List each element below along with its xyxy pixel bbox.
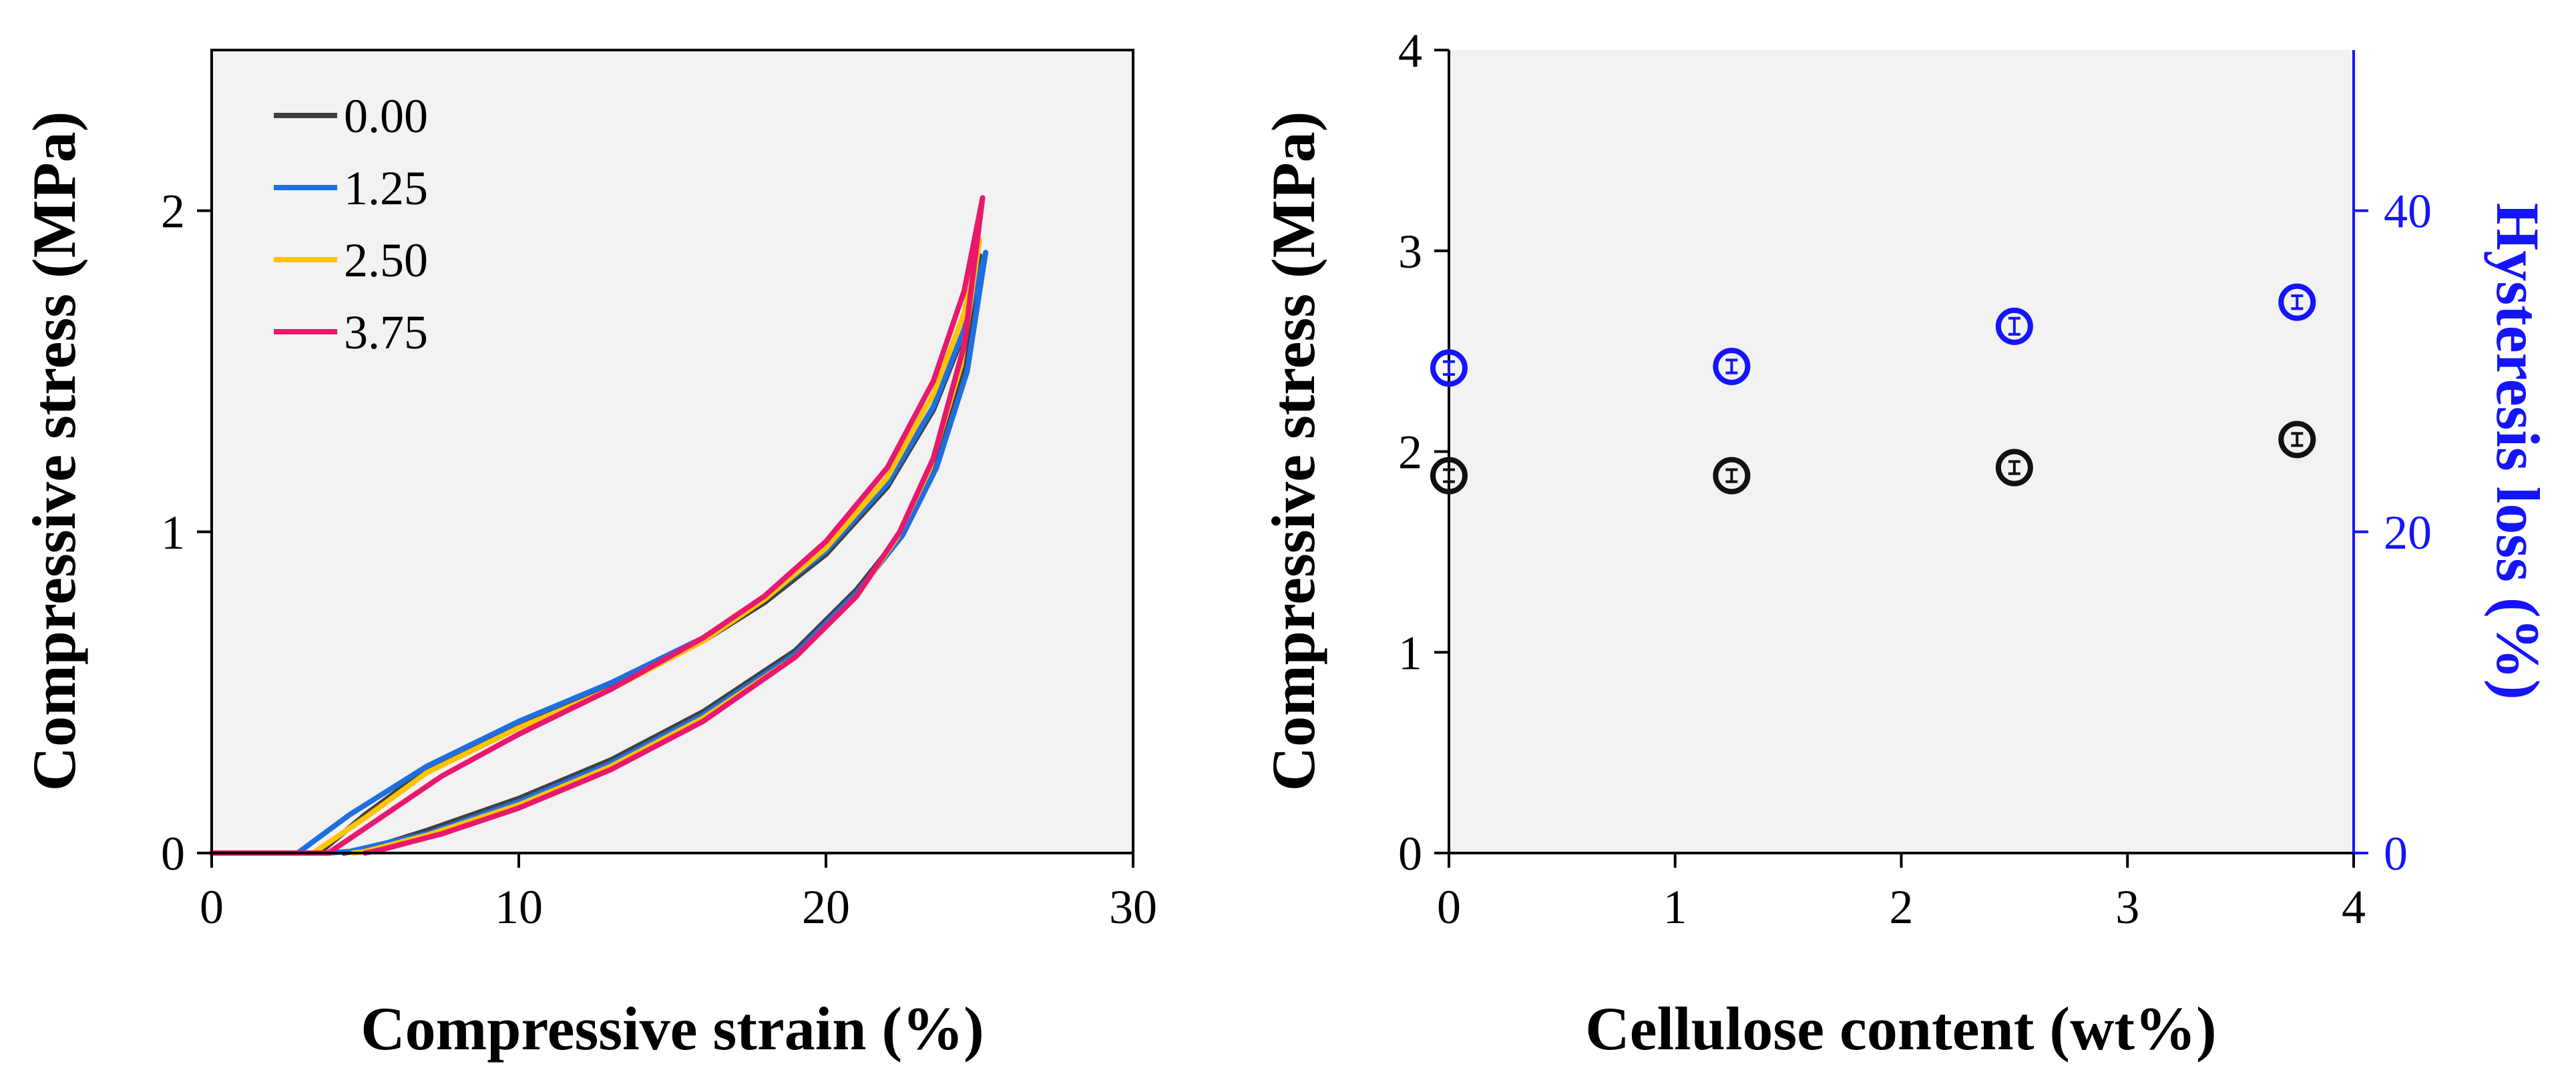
right-plot-area (1449, 50, 2354, 853)
right-y-tick-label: 0 (1398, 827, 1422, 880)
right-secondary-tick-label: 40 (2384, 185, 2432, 238)
right-y-tick-label: 2 (1398, 426, 1422, 479)
right-y-tick-label: 3 (1398, 225, 1422, 278)
stress-point (1713, 457, 1751, 495)
legend-label-3.75: 3.75 (344, 306, 428, 359)
stress-point (2278, 421, 2316, 459)
stress-strain-chart: 0 10 20 30 0 1 2 0.00 1.25 2.50 3.75 Compressive … (20, 49, 1157, 1063)
right-x-tick-label: 3 (2115, 880, 2139, 934)
right-x-tick-label: 2 (1890, 880, 1914, 934)
hysteresis-point (1995, 307, 2033, 345)
legend-label-1.25: 1.25 (344, 162, 428, 215)
right-y-tick-label: 4 (1398, 24, 1422, 77)
stress-point (1995, 449, 2033, 487)
right-y-tick-label: 1 (1398, 626, 1422, 679)
hysteresis-point (1430, 349, 1468, 387)
legend-label-2.50: 2.50 (344, 234, 428, 287)
right-secondary-tick-label: 0 (2384, 827, 2408, 880)
left-x-axis-title: Compressive strain (%) (361, 995, 984, 1063)
left-y-axis-title: Compressive stress (MPa) (20, 111, 88, 792)
right-secondary-tick-label: 20 (2384, 506, 2432, 559)
left-x-tick-label: 10 (495, 880, 543, 934)
left-y-tick-label: 1 (161, 506, 185, 559)
right-y-axis-title: Compressive stress (MPa) (1259, 111, 1327, 792)
series-1.25-curve (209, 250, 989, 856)
series-3.75-curve (209, 195, 986, 856)
legend-label-0.00: 0.00 (344, 89, 428, 143)
right-x-tick-label: 1 (1663, 880, 1687, 934)
marker-circle (2278, 421, 2316, 459)
left-x-tick-label: 20 (802, 880, 850, 934)
right-series-group (1430, 283, 2316, 495)
right-x-axis-title: Cellulose content (wt%) (1585, 995, 2216, 1063)
left-x-tick-label: 30 (1109, 880, 1157, 934)
marker-circle (1713, 457, 1751, 495)
left-plot-frame (210, 49, 1134, 854)
left-series-group (209, 195, 989, 856)
left-x-tick-label: 0 (200, 880, 224, 934)
right-x-tick-label: 4 (2342, 880, 2366, 934)
right-secondary-y-axis-title: Hysteresis loss (%) (2484, 203, 2552, 700)
left-axes: 0 10 20 30 0 1 2 (161, 185, 1157, 934)
left-plot-area (212, 50, 1133, 853)
left-y-tick-label: 0 (161, 827, 185, 880)
marker-circle (1430, 349, 1468, 387)
right-x-tick-label: 0 (1437, 880, 1461, 934)
marker-circle (1995, 307, 2033, 345)
left-y-tick-label: 2 (161, 185, 185, 238)
marker-circle (1713, 347, 1751, 385)
hysteresis-point (1713, 347, 1751, 385)
hysteresis-point (2278, 283, 2316, 321)
marker-circle (1430, 457, 1468, 495)
left-legend: 0.00 1.25 2.50 3.75 (274, 89, 428, 359)
marker-circle (2278, 283, 2316, 321)
stress-point (1430, 457, 1468, 495)
marker-circle (1995, 449, 2033, 487)
